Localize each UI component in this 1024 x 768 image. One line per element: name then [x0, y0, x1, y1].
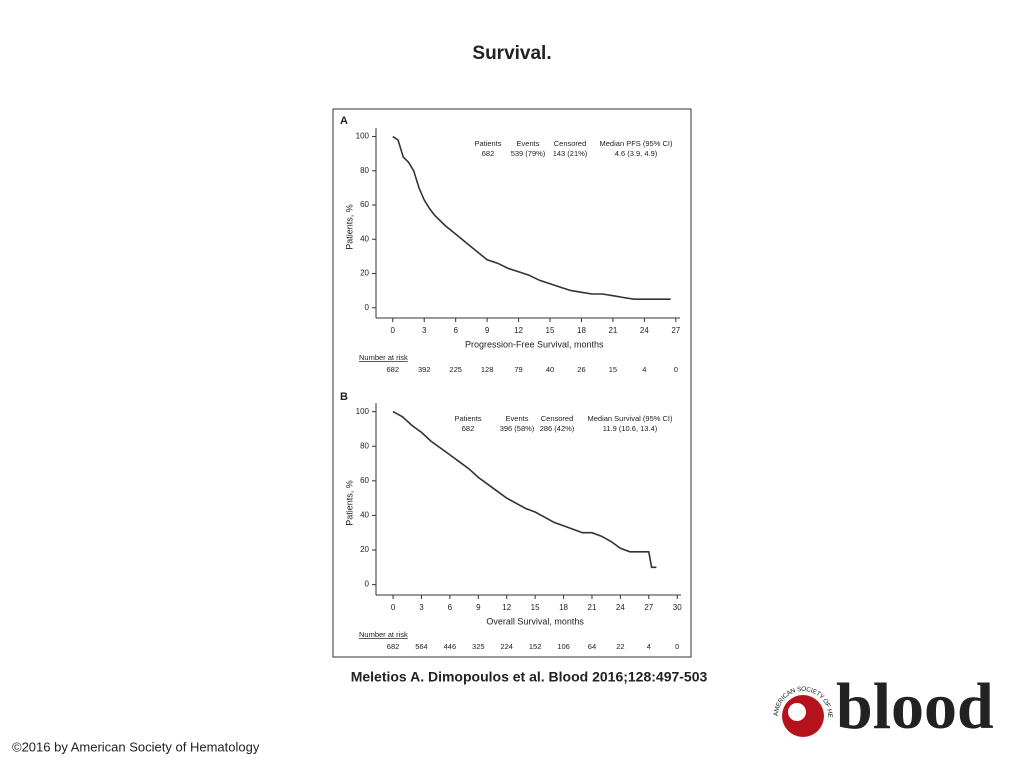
citation: Meletios A. Dimopoulos et al. Blood 2016…	[351, 669, 708, 685]
legend-cell: 143 (21%)	[553, 149, 588, 158]
x-tick-label: 27	[671, 326, 680, 335]
at-risk-value: 224	[500, 642, 513, 651]
x-tick-label: 21	[588, 603, 597, 612]
x-tick-label: 9	[476, 603, 481, 612]
legend-header: Censored	[554, 139, 587, 148]
logo: AMERICAN SOCIETY OF HEMATOLOGY blood	[0, 0, 994, 743]
x-tick-label: 24	[616, 603, 625, 612]
x-tick-label: 24	[640, 326, 649, 335]
legend-header: Patients	[454, 414, 481, 423]
logo-word: blood	[836, 670, 994, 743]
y-tick-label: 40	[360, 511, 369, 520]
at-risk-value: 26	[577, 365, 585, 374]
y-tick-label: 20	[360, 545, 369, 554]
x-tick-label: 0	[391, 603, 396, 612]
at-risk-value: 446	[444, 642, 457, 651]
x-tick-label: 21	[608, 326, 617, 335]
x-tick-label: 15	[546, 326, 555, 335]
legend-header: Median Survival (95% CI)	[587, 414, 673, 423]
logo-society: AMERICAN SOCIETY OF HEMATOLOGY	[0, 0, 833, 719]
y-axis-title: Patients, %	[344, 480, 354, 526]
panel-label: B	[340, 391, 348, 403]
x-tick-label: 9	[485, 326, 490, 335]
at-risk-value: 682	[387, 642, 400, 651]
x-tick-label: 12	[502, 603, 511, 612]
y-tick-label: 40	[360, 234, 369, 243]
survival-curve	[392, 135, 671, 300]
x-tick-label: 18	[577, 326, 586, 335]
at-risk-value: 79	[514, 365, 522, 374]
legend-cell: 4.6 (3.9, 4.9)	[615, 149, 658, 158]
legend-cell: 539 (79%)	[511, 149, 546, 158]
at-risk-value: 0	[674, 365, 678, 374]
x-tick-label: 15	[531, 603, 540, 612]
legend-cell: 11.9 (10.6, 13.4)	[603, 424, 658, 433]
at-risk-value: 225	[449, 365, 462, 374]
at-risk-value: 40	[546, 365, 554, 374]
panel-label: A	[340, 115, 348, 127]
y-tick-label: 0	[365, 580, 370, 589]
y-tick-label: 0	[365, 303, 370, 312]
at-risk-value: 128	[481, 365, 494, 374]
legend-cell: 682	[462, 424, 475, 433]
at-risk-value: 564	[415, 642, 428, 651]
legend-header: Events	[506, 414, 529, 423]
y-tick-label: 100	[356, 132, 370, 141]
y-axis-title: Patients, %	[344, 204, 354, 250]
x-tick-label: 3	[422, 326, 427, 335]
legend-header: Median PFS (95% CI)	[600, 139, 673, 148]
y-tick-label: 100	[356, 407, 370, 416]
y-tick-label: 80	[360, 441, 369, 450]
x-axis-title: Progression-Free Survival, months	[465, 339, 604, 349]
x-tick-label: 18	[559, 603, 568, 612]
x-tick-label: 0	[391, 326, 396, 335]
figure-frame	[332, 108, 692, 658]
legend-header: Censored	[541, 414, 574, 423]
logo-society-text: AMERICAN SOCIETY OF HEMATOLOGY	[0, 0, 833, 719]
y-tick-label: 60	[360, 200, 369, 209]
at-risk-label: Number at risk	[359, 630, 408, 639]
x-tick-label: 3	[419, 603, 424, 612]
at-risk-value: 152	[529, 642, 542, 651]
at-risk-value: 392	[418, 365, 431, 374]
at-risk-value: 682	[387, 365, 400, 374]
at-risk-value: 22	[616, 642, 624, 651]
at-risk-value: 0	[675, 642, 679, 651]
at-risk-label: Number at risk	[359, 353, 408, 362]
at-risk-value: 64	[588, 642, 596, 651]
at-risk-value: 325	[472, 642, 485, 651]
legend-cell: 286 (42%)	[540, 424, 575, 433]
survival-curve	[392, 410, 657, 569]
x-tick-label: 12	[514, 326, 523, 335]
y-tick-label: 80	[360, 166, 369, 175]
at-risk-value: 15	[609, 365, 617, 374]
y-tick-label: 60	[360, 476, 369, 485]
slide-title: Survival.	[472, 43, 551, 64]
x-tick-label: 27	[644, 603, 653, 612]
x-tick-label: 30	[673, 603, 682, 612]
y-tick-label: 20	[360, 269, 369, 278]
x-tick-label: 6	[448, 603, 453, 612]
legend-header: Events	[517, 139, 540, 148]
at-risk-value: 4	[642, 365, 646, 374]
at-risk-value: 4	[647, 642, 651, 651]
legend-cell: 396 (58%)	[500, 424, 535, 433]
legend-header: Patients	[474, 139, 501, 148]
logo-cell	[788, 703, 806, 721]
legend-cell: 682	[482, 149, 495, 158]
x-axis-title: Overall Survival, months	[486, 616, 584, 626]
copyright: ©2016 by American Society of Hematology	[12, 739, 260, 754]
at-risk-value: 106	[557, 642, 570, 651]
x-tick-label: 6	[453, 326, 458, 335]
